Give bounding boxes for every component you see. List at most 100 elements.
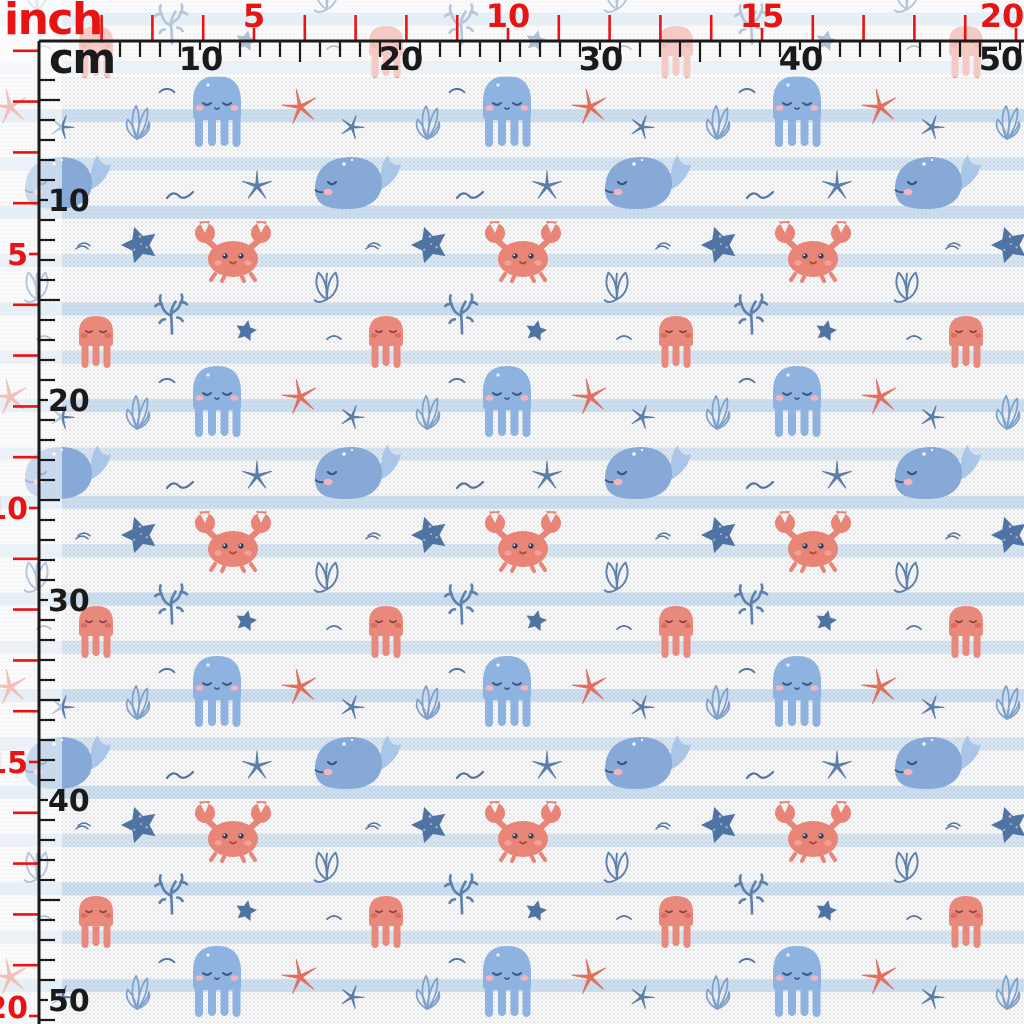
jellyfish-blue-icon (193, 76, 241, 147)
star-filled-icon (991, 516, 1024, 554)
cm-number-left: 40 (48, 784, 90, 819)
star-thin-icon (242, 460, 272, 489)
wave-icon (326, 335, 342, 340)
jellyfish-red-icon (369, 606, 403, 658)
wave-icon (75, 535, 89, 540)
seaweed-icon (995, 394, 1021, 430)
cm-number-top: 50 (979, 40, 1024, 78)
jellyfish-blue-icon (483, 946, 531, 1017)
stripe (0, 157, 1024, 171)
star-filled-icon (526, 900, 547, 922)
cm-number-left: 20 (48, 384, 90, 419)
star-filled-icon (991, 226, 1024, 264)
inch-number-left: 10 (0, 492, 28, 527)
stripe (0, 737, 1024, 751)
whale-icon (604, 735, 691, 789)
wave-icon (945, 245, 959, 250)
wave-icon (448, 377, 466, 384)
whale-icon (314, 445, 401, 499)
whale-icon (604, 445, 691, 499)
shell-icon (603, 561, 629, 593)
star-filled-icon (411, 226, 446, 264)
star-filled-icon (526, 320, 547, 342)
seaweed-icon (415, 684, 441, 720)
coral-icon (733, 873, 769, 915)
bird-icon (745, 190, 775, 200)
star-filled-icon (411, 806, 446, 844)
whale-icon (604, 155, 691, 209)
cm-unit-label: cm (49, 34, 116, 83)
crab-icon (485, 801, 561, 863)
wave-icon (655, 825, 669, 830)
stripe (0, 205, 1024, 219)
seaweed-icon (995, 684, 1021, 720)
star-filled-icon (701, 226, 736, 264)
coral-icon (733, 583, 769, 625)
star-thin-icon (532, 460, 562, 489)
stripe (0, 302, 1024, 316)
seaweed-icon (705, 974, 731, 1010)
star-thin-icon (822, 460, 852, 489)
star-thin-icon (631, 405, 655, 430)
seaweed-icon (995, 105, 1021, 140)
jellyfish-blue-icon (483, 656, 531, 727)
stripe (0, 930, 1024, 944)
shell-icon (603, 271, 629, 303)
star-thin-icon (281, 668, 317, 704)
wave-icon (448, 87, 466, 94)
shell-icon (313, 561, 339, 593)
wave-icon (906, 335, 922, 340)
wave-icon (947, 822, 961, 827)
coral-icon (153, 873, 189, 915)
star-filled-icon (121, 516, 156, 554)
seaweed-icon (415, 394, 441, 430)
star-filled-icon (121, 226, 156, 264)
jellyfish-blue-icon (773, 366, 821, 437)
jellyfish-red-icon (369, 896, 403, 948)
jellyfish-red-icon (659, 316, 693, 368)
star-thin-icon (281, 88, 317, 124)
wave-icon (77, 532, 91, 537)
wave-icon (77, 242, 91, 247)
stripe (0, 447, 1024, 461)
crab-icon (485, 221, 561, 283)
seaweed-icon (705, 684, 731, 720)
star-thin-icon (822, 750, 852, 779)
coral-icon (443, 873, 479, 915)
wave-icon (655, 535, 669, 540)
ruler-frame (37, 39, 1024, 1024)
jellyfish-blue-icon (483, 366, 531, 437)
star-filled-icon (991, 806, 1024, 844)
wave-icon (945, 825, 959, 830)
wave-icon (158, 667, 176, 674)
crab-icon (775, 511, 851, 573)
crab-icon (775, 801, 851, 863)
bird-icon (165, 770, 195, 780)
wave-icon (77, 822, 91, 827)
seaweed-icon (415, 105, 441, 140)
cm-number-top: 40 (779, 40, 824, 78)
coral-icon (443, 583, 479, 625)
jellyfish-red-icon (79, 606, 113, 658)
star-thin-icon (921, 115, 945, 140)
wave-icon (738, 667, 756, 674)
stripe (0, 350, 1024, 364)
seaweed-icon (705, 105, 731, 140)
wave-icon (158, 377, 176, 384)
jellyfish-blue-icon (773, 656, 821, 727)
star-thin-icon (571, 378, 607, 414)
star-thin-icon (571, 958, 607, 994)
stripe (0, 640, 1024, 654)
wave-icon (655, 245, 669, 250)
wave-icon (947, 532, 961, 537)
shell-icon (313, 271, 339, 303)
jellyfish-red-icon (949, 316, 983, 368)
seaweed-icon (125, 394, 151, 430)
star-thin-icon (631, 695, 655, 720)
star-thin-icon (532, 170, 562, 199)
stripe (0, 592, 1024, 606)
inch-number-top: 5 (243, 0, 265, 35)
